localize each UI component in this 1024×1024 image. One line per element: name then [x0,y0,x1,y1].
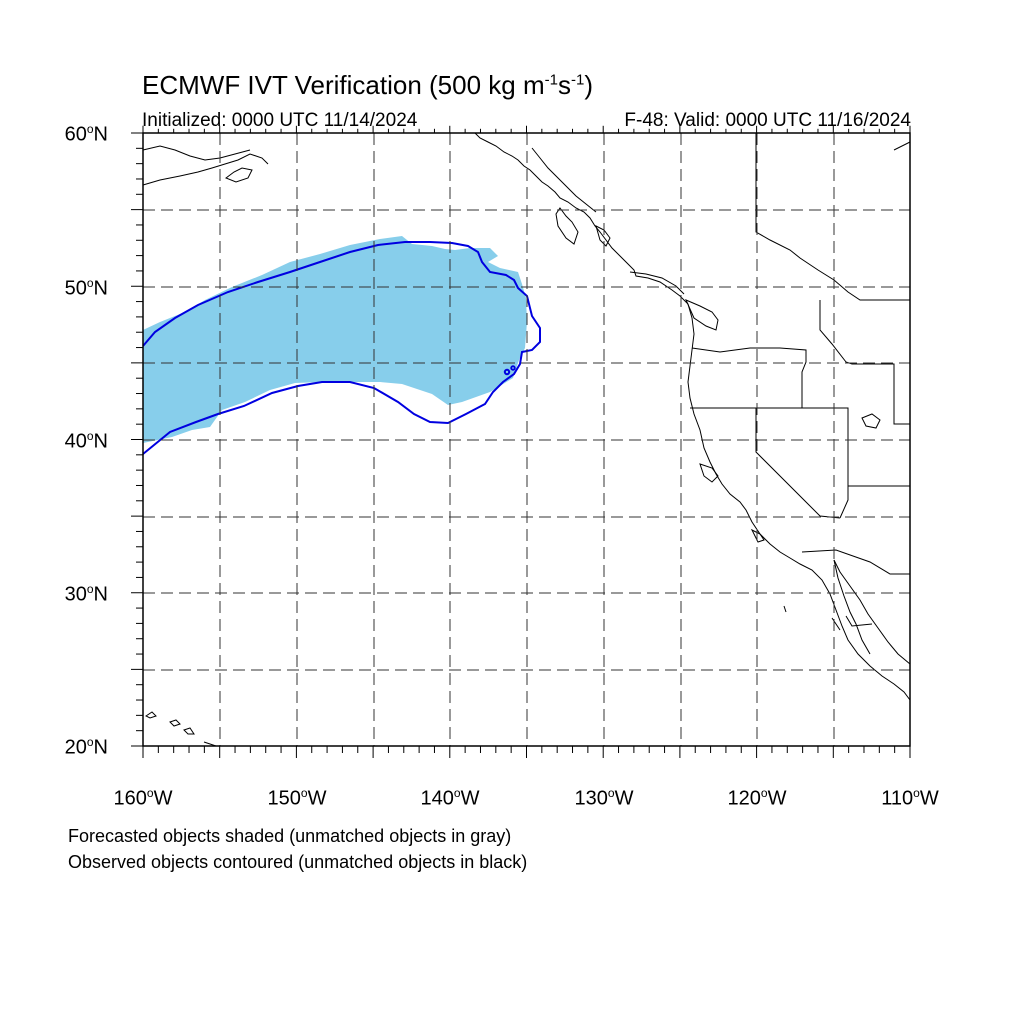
axis-ticks [131,125,911,758]
legend-observed-note: Observed objects contoured (unmatched ob… [68,852,528,872]
lon-label-140w: 140oW [420,786,480,810]
lon-label-160w: 160oW [113,786,173,810]
observed-object-contour [142,241,541,455]
coastlines [142,132,911,747]
lon-label-130w: 130oW [574,786,634,810]
observed-object-fragment [510,365,516,371]
lon-label-120w: 120oW [727,786,787,810]
observed-object-fragment [503,368,511,376]
legend-forecast-note: Forecasted objects shaded (unmatched obj… [68,826,512,846]
lat-label-20n: 20oN [64,735,108,759]
lat-label-50n: 50oN [64,276,108,300]
lon-label-150w: 150oW [267,786,327,810]
lat-label-60n: 60oN [64,122,108,146]
lat-label-30n: 30oN [64,582,108,606]
lon-label-110w: 110oW [881,786,939,810]
valid-time-label: F-48: Valid: 0000 UTC 11/16/2024 [624,110,911,131]
initialized-label: Initialized: 0000 UTC 11/14/2024 [142,110,418,131]
grid-lines [143,133,910,746]
map-title: ECMWF IVT Verification (500 kg m-1s-1) [142,70,593,100]
state-boundaries [690,133,910,627]
lat-label-40n: 40oN [64,429,108,453]
